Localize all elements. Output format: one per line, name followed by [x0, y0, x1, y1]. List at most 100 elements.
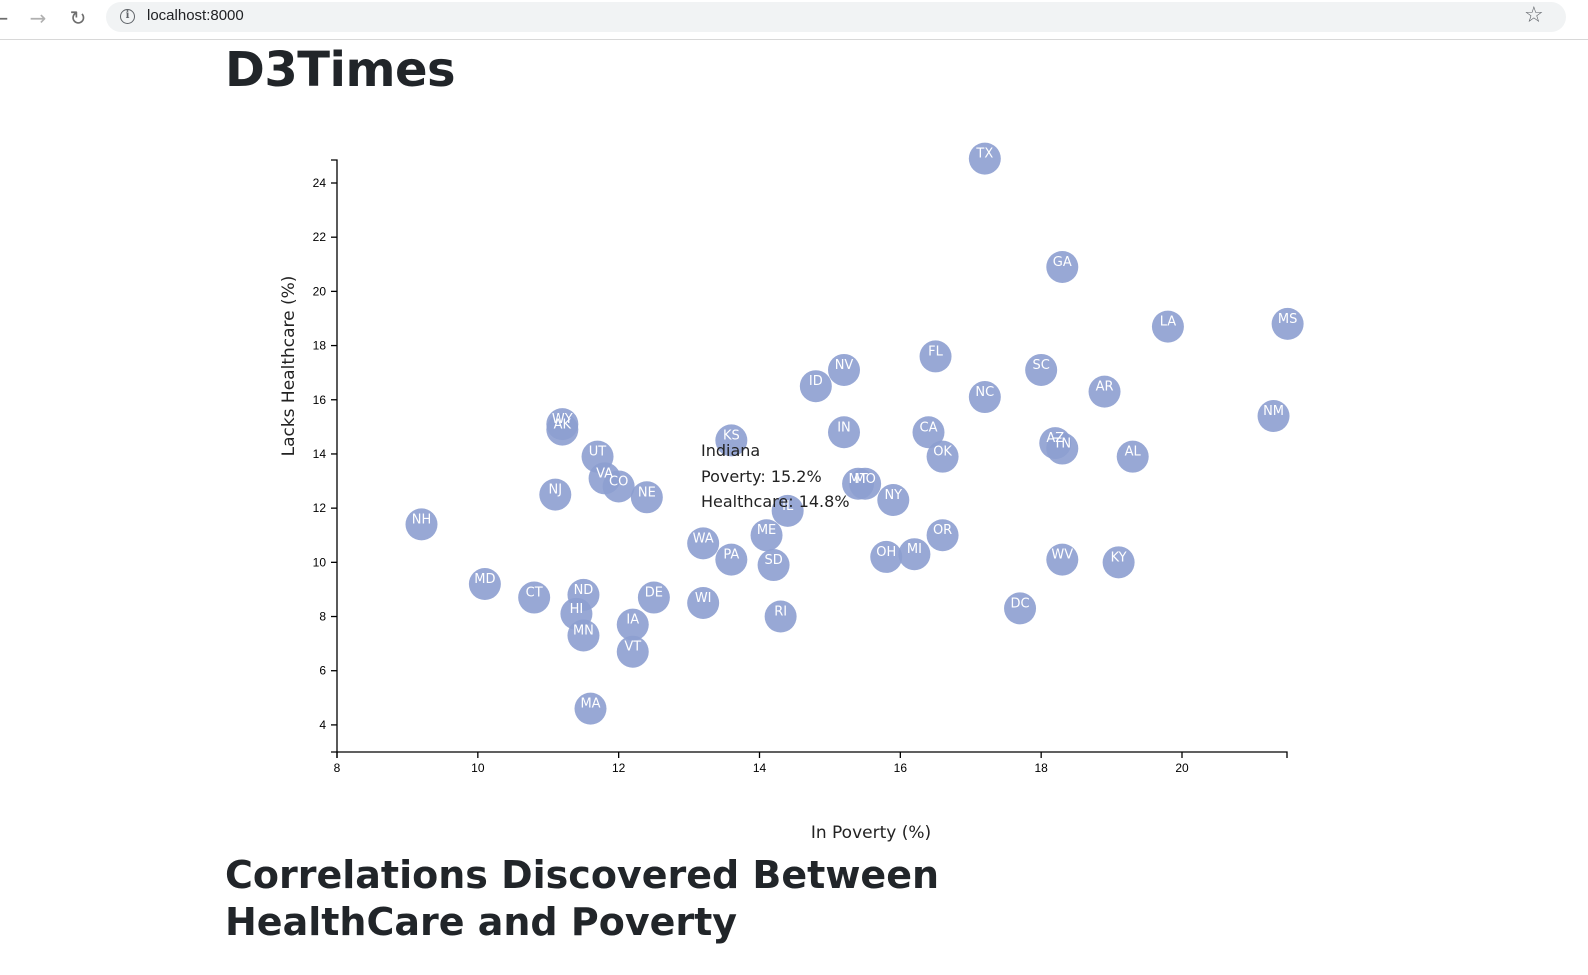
state-marker-fl[interactable] — [919, 340, 952, 373]
state-label-nd: ND — [574, 583, 594, 598]
state-label-ms: MS — [1278, 312, 1297, 327]
state-label-ga: GA — [1053, 255, 1072, 270]
x-tick-label: 10 — [471, 761, 485, 775]
y-tick-label: 22 — [313, 230, 327, 244]
state-label-mt: MT — [848, 472, 867, 487]
state-marker-pa[interactable] — [715, 543, 748, 576]
state-marker-ar[interactable] — [1088, 375, 1121, 408]
y-axis: 4 6 8 10 12 14 16 18 20 22 24 — [313, 159, 338, 753]
y-tick-label: 18 — [313, 339, 327, 353]
state-marker-ga[interactable] — [1046, 250, 1079, 283]
y-tick-label: 16 — [313, 393, 327, 407]
address-bar[interactable]: i localhost:8000 — [106, 2, 1566, 32]
state-label-id: ID — [809, 374, 823, 389]
state-label-ks: KS — [723, 428, 740, 443]
state-marker-ct[interactable] — [518, 581, 551, 614]
state-label-al: AL — [1125, 445, 1142, 460]
state-label-dc: DC — [1010, 596, 1029, 611]
state-label-il: IL — [782, 499, 794, 514]
y-tick-label: 4 — [319, 718, 326, 732]
state-marker-id[interactable] — [799, 370, 832, 403]
state-marker-mn[interactable] — [567, 619, 600, 652]
browser-toolbar: ← → ↻ i localhost:8000 ☆ — [0, 0, 1588, 40]
state-label-wy: WY — [552, 412, 573, 427]
x-axis-title[interactable]: In Poverty (%) — [811, 823, 931, 843]
state-marker-tx[interactable] — [968, 142, 1001, 175]
state-marker-vt[interactable] — [616, 635, 649, 668]
state-label-co: CO — [609, 474, 628, 489]
x-tick-label: 18 — [1034, 761, 1048, 775]
state-marker-ks[interactable] — [715, 424, 748, 457]
state-label-ky: KY — [1111, 550, 1127, 565]
state-marker-ok[interactable] — [926, 440, 959, 473]
state-marker-ak[interactable] — [546, 413, 579, 446]
star-icon[interactable]: ☆ — [1524, 3, 1544, 28]
state-label-ia: IA — [626, 613, 639, 628]
state-label-az: AZ — [1046, 431, 1064, 446]
x-axis-line — [336, 751, 1288, 758]
state-marker-me[interactable] — [750, 519, 783, 552]
y-tick-label: 8 — [319, 610, 326, 624]
state-marker-sd[interactable] — [757, 549, 790, 582]
state-marker-ca[interactable] — [912, 416, 945, 449]
state-label-ct: CT — [526, 586, 543, 601]
y-tick-label: 10 — [313, 555, 327, 569]
back-button[interactable]: ← — [0, 4, 14, 32]
reload-icon: ↻ — [69, 6, 87, 30]
x-tick-label: 14 — [753, 761, 767, 775]
info-icon[interactable]: i — [120, 9, 135, 24]
url-text[interactable]: localhost:8000 — [147, 7, 244, 24]
state-label-ri: RI — [774, 605, 787, 620]
state-label-wa: WA — [693, 531, 714, 546]
state-label-oh: OH — [876, 545, 896, 560]
state-label-nh: NH — [412, 512, 432, 527]
state-marker-ms[interactable] — [1271, 307, 1304, 340]
state-marker-mi[interactable] — [898, 538, 931, 571]
state-marker-nc[interactable] — [968, 381, 1001, 414]
x-tick-label: 8 — [334, 761, 341, 775]
state-marker-ma[interactable] — [574, 692, 607, 725]
forward-button[interactable]: → — [24, 4, 52, 32]
state-label-va: VA — [596, 466, 613, 481]
state-marker-in[interactable] — [828, 416, 860, 449]
state-label-ak: AK — [554, 418, 572, 433]
state-label-ny: NY — [884, 488, 902, 503]
state-marker-sc[interactable] — [1025, 353, 1058, 386]
state-label-tn: TN — [1052, 437, 1071, 452]
state-label-ut: UT — [589, 445, 607, 460]
reload-button[interactable]: ↻ — [64, 4, 92, 32]
state-marker-de[interactable] — [637, 581, 670, 614]
state-marker-mo[interactable] — [849, 467, 882, 500]
state-marker-il[interactable] — [771, 494, 804, 527]
state-marker-al[interactable] — [1116, 440, 1149, 473]
state-marker-nj[interactable] — [539, 478, 572, 511]
state-marker-ne[interactable] — [630, 481, 663, 514]
state-marker-ny[interactable] — [877, 484, 910, 517]
state-label-de: DE — [645, 586, 663, 601]
state-marker-ia[interactable] — [616, 608, 649, 641]
state-marker-wi[interactable] — [687, 586, 720, 619]
state-label-ma: MA — [580, 697, 600, 712]
y-axis-title[interactable]: Lacks Healthcare (%) — [279, 276, 299, 457]
state-label-nv: NV — [835, 358, 854, 373]
state-marker-la[interactable] — [1151, 310, 1184, 343]
state-marker-md[interactable] — [468, 568, 501, 601]
state-marker-tn[interactable] — [1046, 432, 1079, 465]
state-marker-wv[interactable] — [1046, 543, 1079, 576]
state-label-nj: NJ — [549, 483, 563, 498]
state-marker-co[interactable] — [602, 470, 635, 503]
state-marker-nm[interactable] — [1257, 400, 1290, 433]
state-marker-oh[interactable] — [870, 540, 903, 573]
state-marker-wa[interactable] — [687, 527, 720, 560]
state-marker-nv[interactable] — [828, 353, 860, 386]
state-marker-or[interactable] — [926, 519, 959, 552]
state-label-hi: HI — [570, 602, 584, 617]
state-marker-dc[interactable] — [1004, 592, 1037, 625]
state-label-ok: OK — [933, 445, 952, 460]
state-label-me: ME — [757, 523, 776, 538]
x-axis: 8 10 12 14 16 18 20 — [334, 751, 1288, 775]
state-marker-nh[interactable] — [405, 508, 438, 541]
state-marker-ky[interactable] — [1102, 546, 1135, 579]
state-marker-ri[interactable] — [764, 600, 797, 633]
